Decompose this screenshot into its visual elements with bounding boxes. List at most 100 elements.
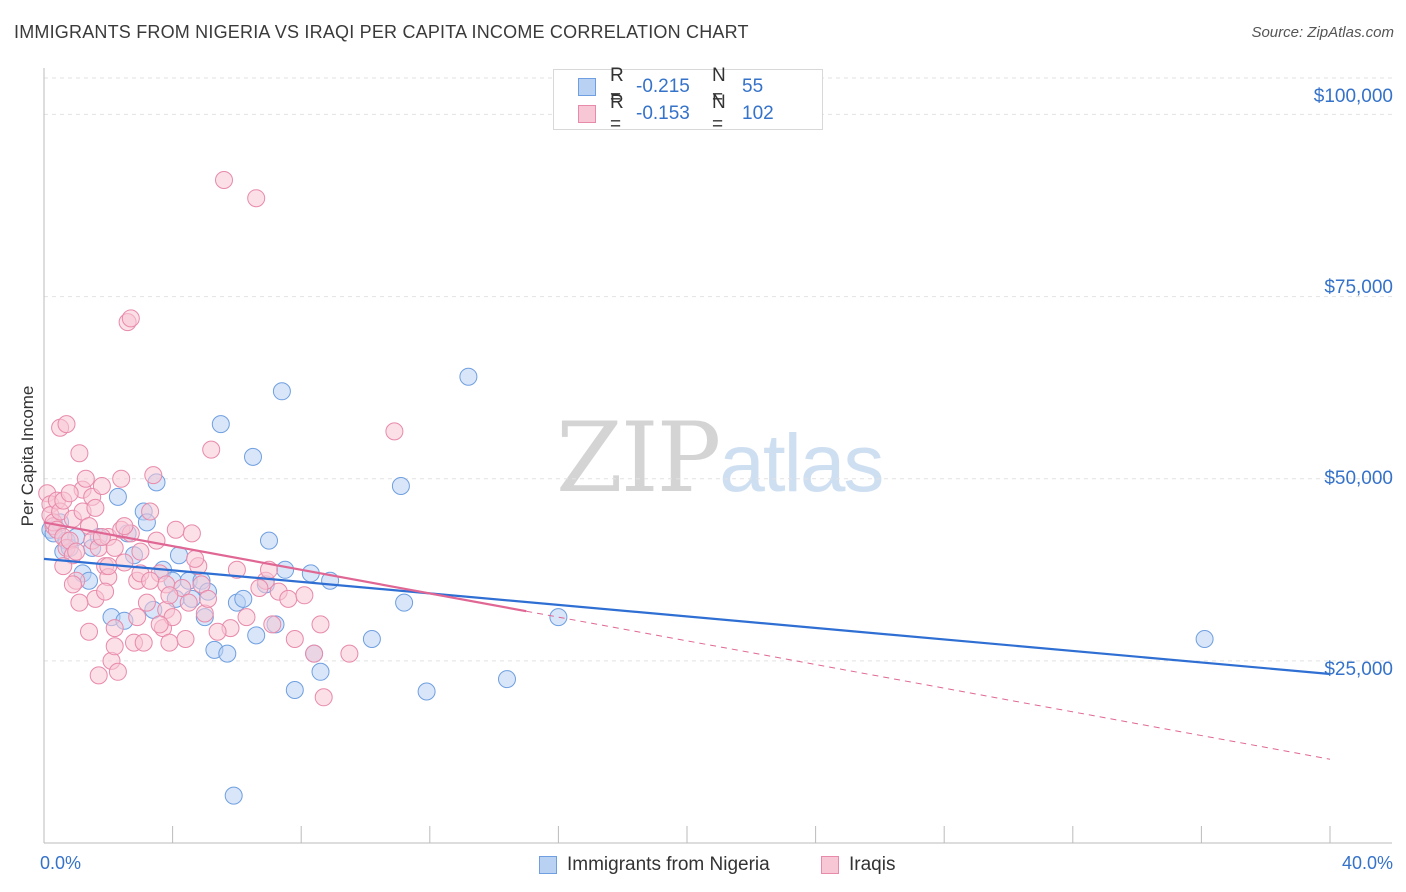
point-iraqis [63,575,82,594]
legend-n-label: N = [712,92,726,135]
point-nigeria [244,447,262,466]
point-nigeria [285,681,304,699]
legend-swatch-nigeria [578,78,596,96]
y-tick-label-100000: $100,000 [1313,86,1393,107]
point-nigeria [211,415,230,434]
x-tick-label-min: 0.0% [40,853,82,873]
point-nigeria [362,630,381,648]
point-iraqis [179,593,198,612]
point-iraqis [89,666,108,685]
point-iraqis [285,630,304,648]
point-iraqis [70,593,89,612]
point-nigeria [311,662,330,681]
legend-r-value-nigeria: -0.215 [636,76,690,97]
series-legend-iraqis[interactable]: Iraqis [821,852,895,878]
point-nigeria [247,626,266,645]
point-iraqis [115,553,134,572]
point-iraqis [199,589,217,608]
point-nigeria [108,487,127,506]
point-nigeria [417,682,436,701]
point-iraqis [60,484,79,503]
point-iraqis [311,615,330,634]
point-iraqis [227,560,246,579]
y-tick-label-25000: $25,000 [1324,659,1393,680]
point-iraqis [182,524,201,543]
chart-title: IMMIGRANTS FROM NIGERIA VS IRAQI PER CAP… [14,22,749,42]
point-nigeria [549,608,568,627]
point-nigeria [260,531,278,550]
point-iraqis [305,644,324,663]
point-iraqis [314,688,333,707]
point-iraqis [121,309,140,328]
point-iraqis [295,586,314,605]
point-iraqis [57,415,76,434]
point-iraqis [105,637,124,656]
point-nigeria [391,477,410,495]
legend-row-iraqis: R = -0.153 N = 102 [578,92,774,135]
point-iraqis [70,444,89,463]
legend-n-label: N = [712,65,726,108]
point-iraqis [105,619,124,638]
point-iraqis [186,549,205,568]
point-nigeria [395,593,414,612]
point-iraqis [92,477,111,495]
legend-n-value-iraqis: 102 [742,103,774,124]
series-legend-nigeria[interactable]: Immigrants from Nigeria [539,852,770,878]
point-iraqis [160,586,179,605]
point-iraqis [340,644,359,663]
point-iraqis [279,589,298,608]
point-nigeria [498,670,516,689]
series-swatch-nigeria [539,856,557,874]
point-nigeria [459,367,478,386]
point-iraqis [385,422,404,441]
point-iraqis [160,633,179,652]
point-iraqis [247,189,266,208]
series-label-nigeria: Immigrants from Nigeria [567,854,770,875]
point-iraqis [141,502,160,521]
point-iraqis [263,615,282,634]
point-iraqis [195,604,214,623]
point-nigeria [276,560,295,579]
point-iraqis [80,622,98,641]
legend-r-value-iraqis: -0.153 [636,103,690,124]
legend-r-label: R = [610,92,624,135]
point-iraqis [147,531,166,550]
point-iraqis [134,633,153,652]
y-tick-label-75000: $75,000 [1324,277,1393,298]
point-iraqis [144,466,163,485]
legend-row-nigeria: R = -0.215 N = 55 [578,65,764,108]
trendline-iraqis [43,521,527,613]
point-iraqis [86,498,105,517]
point-iraqis [131,542,150,561]
chart-source: Source: ZipAtlas.com [1251,24,1394,41]
point-iraqis [67,542,86,561]
trendline-iraqis-projection [526,610,1331,760]
point-iraqis [115,517,134,536]
point-iraqis [141,571,160,590]
point-iraqis [137,593,156,612]
point-nigeria [218,644,237,663]
point-iraqis [215,171,233,189]
trendline-nigeria [43,557,1331,676]
point-nigeria [272,382,291,401]
point-iraqis [128,608,147,627]
point-iraqis [250,579,269,597]
point-iraqis [166,520,185,539]
point-iraqis [150,615,169,634]
point-iraqis [105,538,124,557]
series-swatch-iraqis [821,856,839,874]
point-iraqis [237,608,256,627]
point-iraqis [76,469,95,488]
point-nigeria [224,786,243,805]
point-iraqis [96,582,115,601]
legend-r-label: R = [610,65,624,108]
y-tick-label-50000: $50,000 [1324,468,1393,489]
point-iraqis [112,469,131,488]
x-tick-label-max: 40.0% [1341,853,1393,873]
legend-n-value-nigeria: 55 [742,76,764,97]
legend-swatch-iraqis [578,105,596,123]
series-label-iraqis: Iraqis [849,854,896,875]
point-iraqis [208,622,227,641]
point-nigeria [234,589,253,608]
